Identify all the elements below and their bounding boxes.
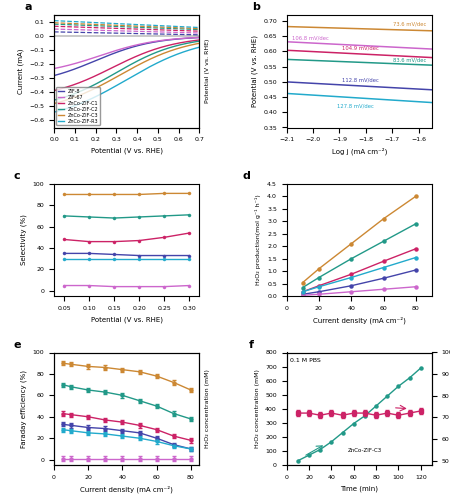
- Y-axis label: H₂O₂ production(mol g⁻¹ h⁻¹): H₂O₂ production(mol g⁻¹ h⁻¹): [256, 194, 261, 286]
- Text: a: a: [25, 2, 32, 12]
- X-axis label: Potential (V vs. RHE): Potential (V vs. RHE): [91, 148, 163, 154]
- Legend: ZIF-8, ZIF-67, ZnCo-ZIF-C1, ZnCo-ZIF-C2, ZnCo-ZIF-C3, ZnCo-ZIF-R3: ZIF-8, ZIF-67, ZnCo-ZIF-C1, ZnCo-ZIF-C2,…: [56, 88, 100, 125]
- Y-axis label: Potential (V vs. RHE): Potential (V vs. RHE): [205, 39, 210, 104]
- X-axis label: Current density (mA cm⁻²): Current density (mA cm⁻²): [80, 486, 173, 493]
- Text: 104.9 mV/dec: 104.9 mV/dec: [342, 46, 379, 51]
- Y-axis label: Potential (V vs. RHE): Potential (V vs. RHE): [251, 35, 257, 108]
- Text: 112.8 mV/dec: 112.8 mV/dec: [342, 78, 379, 82]
- Y-axis label: Current (mA): Current (mA): [17, 48, 23, 94]
- X-axis label: Log j (mA cm⁻²): Log j (mA cm⁻²): [332, 148, 387, 156]
- X-axis label: Potential (V vs. RHE): Potential (V vs. RHE): [91, 316, 163, 323]
- X-axis label: Time (min): Time (min): [340, 486, 378, 492]
- Text: ZnCo-ZIF-C3: ZnCo-ZIF-C3: [348, 448, 382, 454]
- Text: 106.8 mV/dec: 106.8 mV/dec: [292, 36, 329, 41]
- Text: 73.6 mV/dec: 73.6 mV/dec: [393, 22, 427, 26]
- Text: c: c: [14, 171, 20, 181]
- Text: 127.8 mV/dec: 127.8 mV/dec: [337, 104, 374, 108]
- Y-axis label: Selectivity (%): Selectivity (%): [21, 214, 27, 266]
- X-axis label: Current density (mA cm⁻²): Current density (mA cm⁻²): [313, 316, 406, 324]
- Text: e: e: [14, 340, 21, 350]
- Text: d: d: [243, 171, 251, 181]
- Text: 0.1 M PBS: 0.1 M PBS: [290, 358, 321, 363]
- Y-axis label: H₂O₂ concentration (mM): H₂O₂ concentration (mM): [205, 370, 210, 448]
- Text: f: f: [249, 340, 254, 350]
- Y-axis label: Faraday efficiency (%): Faraday efficiency (%): [21, 370, 27, 448]
- Text: 83.6 mV/dec: 83.6 mV/dec: [393, 58, 427, 62]
- Y-axis label: H₂O₂ concentration (mM): H₂O₂ concentration (mM): [255, 370, 260, 448]
- Text: b: b: [252, 2, 260, 12]
